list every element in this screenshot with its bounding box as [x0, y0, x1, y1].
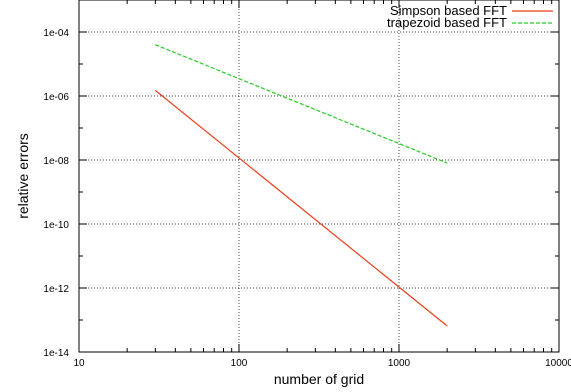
- legend-label: Simpson based FFT: [390, 3, 507, 18]
- x-tick-labels: 10 100 1000 10000: [73, 358, 571, 369]
- y-tick-label: 1e-10: [43, 220, 69, 231]
- x-tick-label: 100: [231, 358, 248, 369]
- y-tick-label: 1e-14: [43, 348, 69, 359]
- y-tick-label: 1e-06: [43, 92, 69, 103]
- legend-label: trapezoid based FFT: [387, 15, 507, 30]
- grid-lines: [79, 0, 559, 352]
- plot-frame: [78, 0, 560, 353]
- y-tick-label: 1e-12: [43, 284, 69, 295]
- series-line: [154, 89, 448, 327]
- x-tick-label: 1000: [388, 358, 411, 369]
- x-tick-label: 10: [73, 358, 85, 369]
- y-tick-label: 1e-08: [43, 156, 69, 167]
- series-line: [155, 44, 448, 164]
- x-tick-label: 10000: [545, 358, 571, 369]
- series-lines: [154, 44, 448, 327]
- x-axis-label: number of grid: [274, 371, 364, 387]
- y-axis-label: relative errors: [15, 133, 31, 219]
- y-tick-labels: 1e-14 1e-12 1e-10 1e-08 1e-06 1e-04: [43, 28, 69, 359]
- axis-ticks: [78, 0, 560, 353]
- y-tick-label: 1e-04: [43, 28, 69, 39]
- plot-background: [79, 0, 559, 352]
